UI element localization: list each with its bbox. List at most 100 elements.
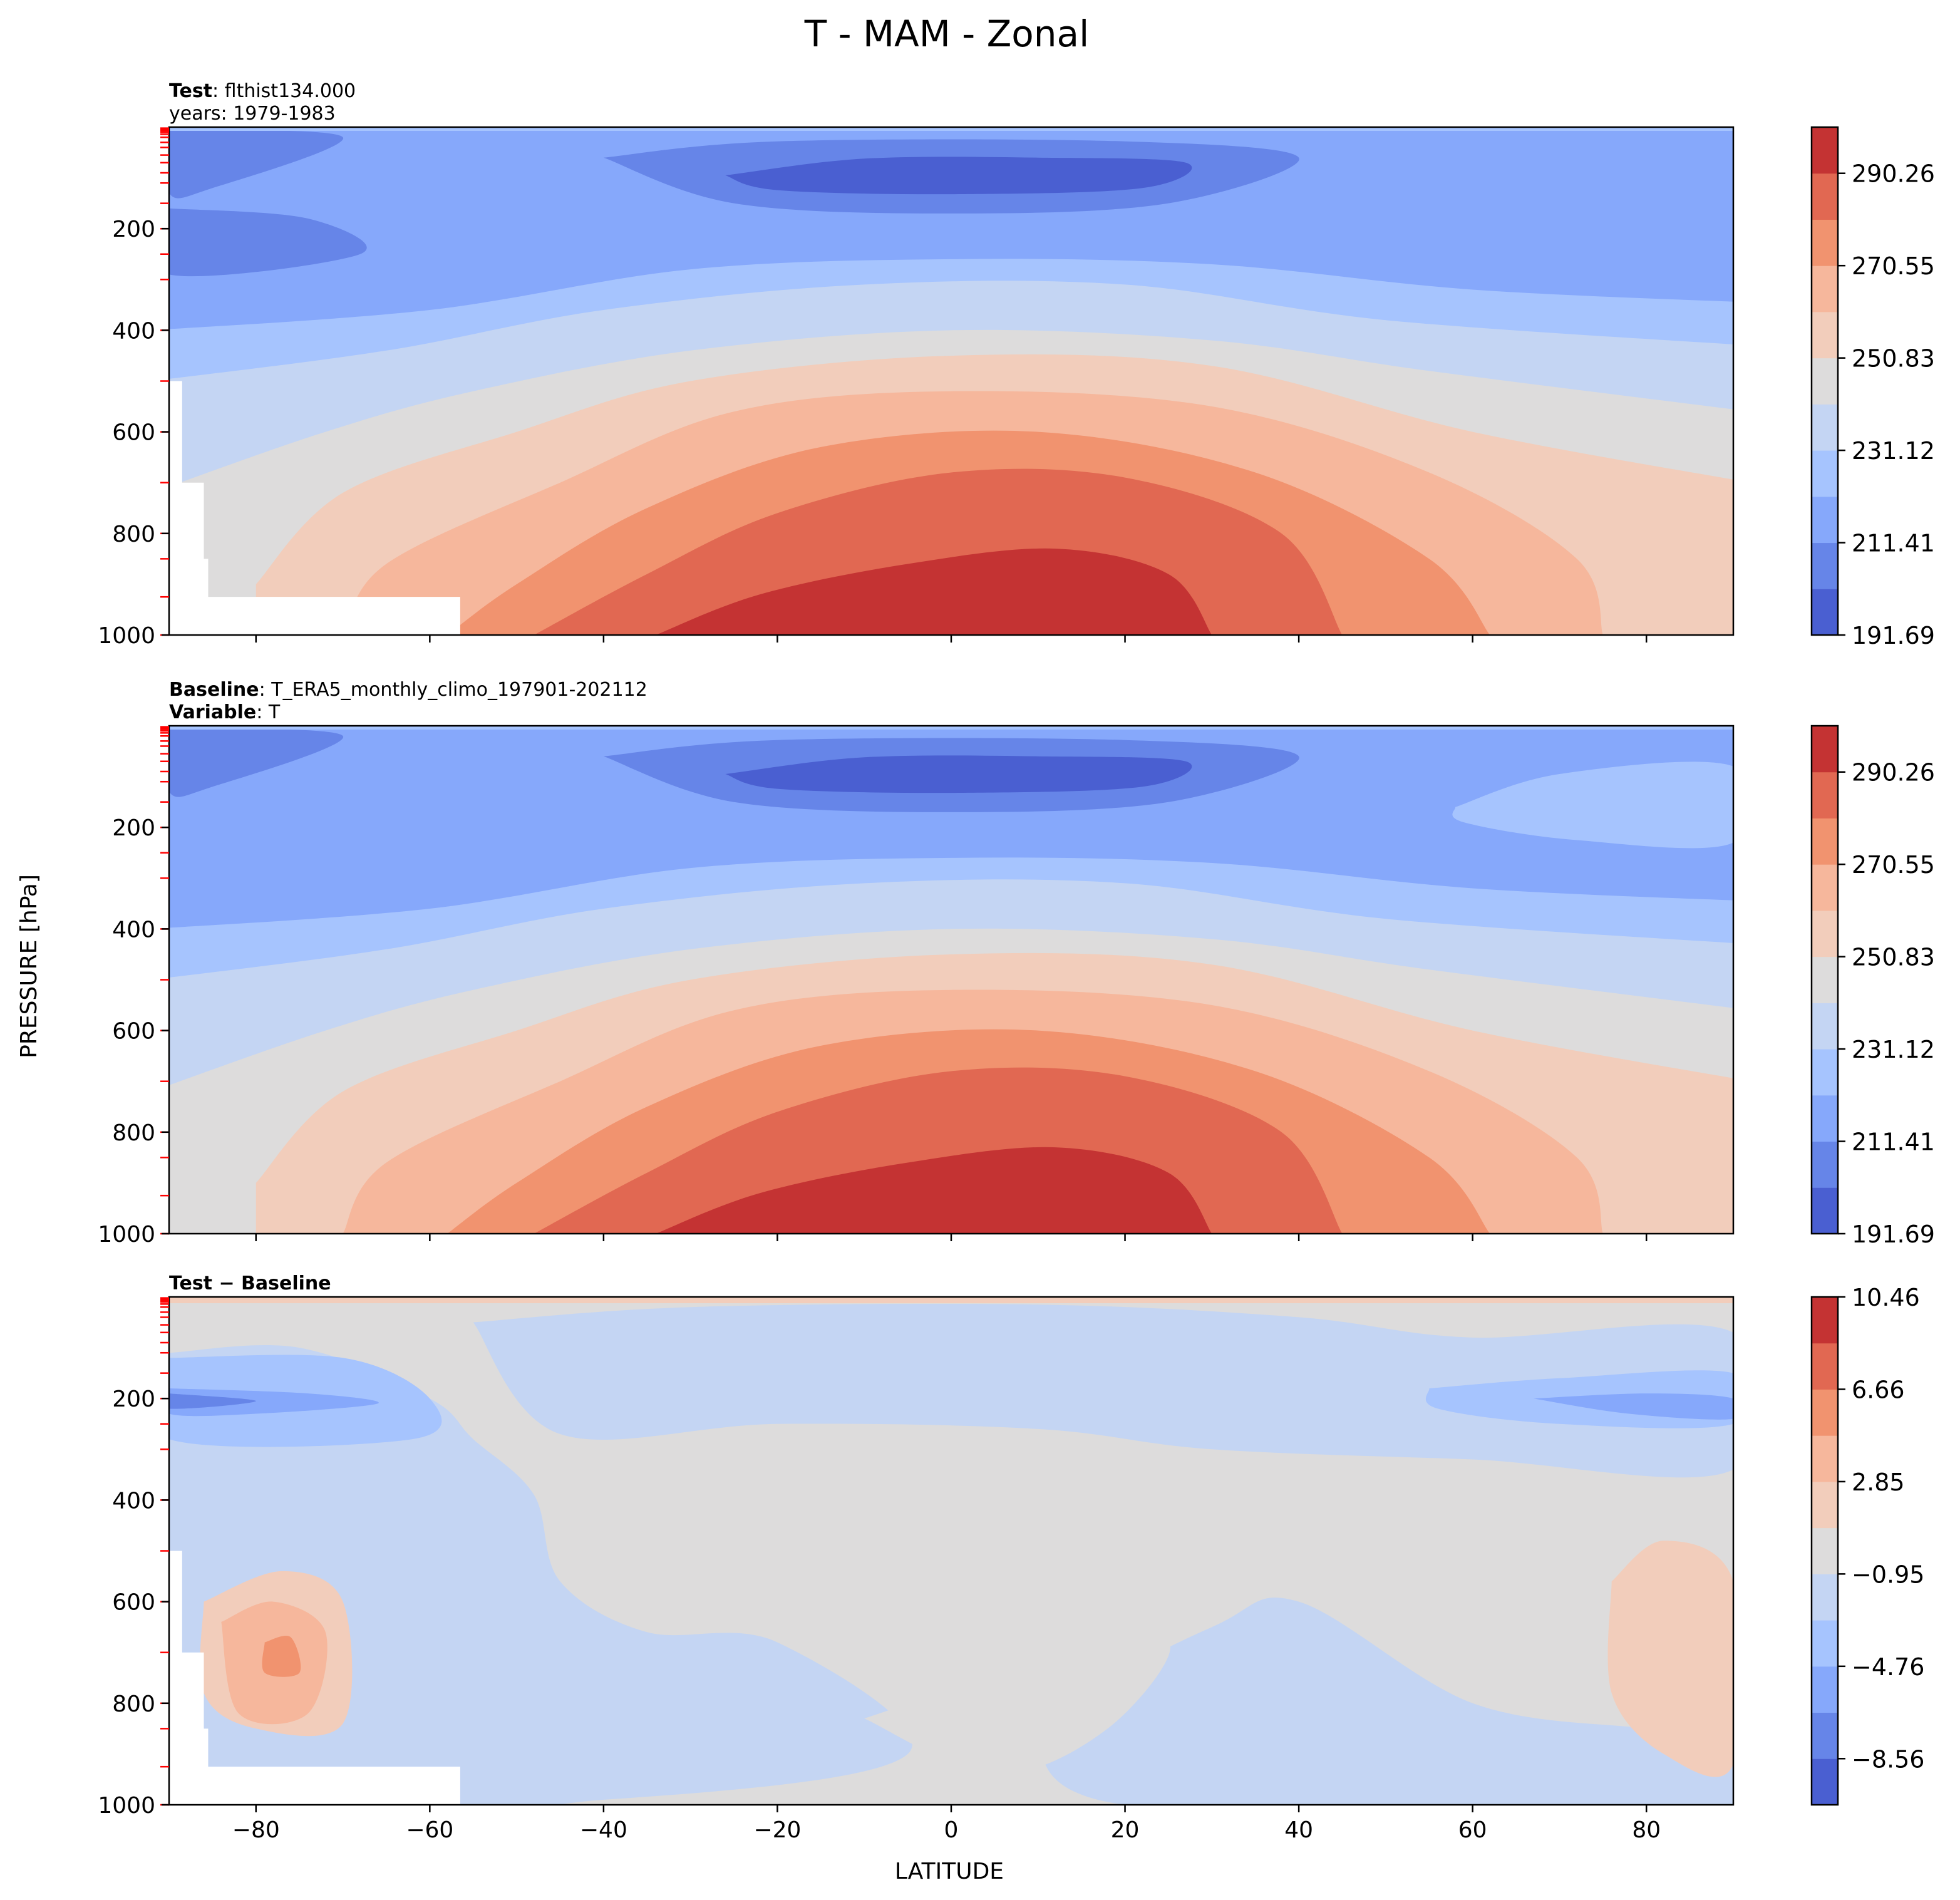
colorbar-segment (1812, 726, 1838, 773)
missing-data-region (169, 1551, 460, 1805)
colorbar-segment (1812, 1666, 1838, 1713)
panel-0: 1000 800 600 400 200 Test: flthist134.000year… (98, 80, 1935, 649)
colorbar-tick-label: 290.26 (1852, 759, 1935, 787)
y-tick-label: 800 (112, 522, 155, 547)
x-tick-label: −20 (753, 1817, 801, 1843)
y-tick-label: 600 (112, 1019, 155, 1045)
colorbar-tick-label: 290.26 (1852, 160, 1935, 188)
temperature-band-7 (656, 1147, 1212, 1234)
y-tick-label: 200 (112, 1386, 155, 1412)
y-tick-label: 1000 (98, 1793, 155, 1819)
colorbar-segment (1812, 1187, 1838, 1234)
colorbar-tick-label: −4.76 (1852, 1653, 1924, 1681)
colorbar-segment (1812, 1620, 1838, 1667)
colorbar-segment (1812, 1574, 1838, 1621)
colorbar-tick-label: 2.85 (1852, 1469, 1905, 1496)
colorbar-segment (1812, 1758, 1838, 1805)
y-tick-label: 800 (112, 1691, 155, 1717)
colorbar-segment (1812, 1003, 1838, 1050)
colorbar-1: 191.69 211.41 231.12 250.83 270.55 290.26 (1810, 725, 1935, 1248)
colorbar-tick-label: 10.46 (1852, 1284, 1920, 1311)
y-tick-label: 400 (112, 318, 155, 344)
colorbar-frame (1810, 725, 1839, 1235)
panel-2: 1000 800 600 400 200 −80 −60 −40 −20 0 20 40 60 80 Tes… (98, 1273, 1924, 1843)
panel-2-field (169, 1297, 1733, 1805)
warm-sh-700-core (262, 1635, 301, 1677)
colorbar-segment (1812, 1481, 1838, 1529)
x-tick-label: −40 (580, 1817, 627, 1843)
x-tick-label: 20 (1111, 1817, 1140, 1843)
colorbar-segment (1812, 956, 1838, 1003)
neutral-island (864, 1639, 1170, 1775)
x-tick-label: 0 (944, 1817, 959, 1843)
tropopause-cold-inner (725, 755, 1192, 793)
cool-sh-200-core (169, 1393, 256, 1409)
colorbar-tick-label: −0.95 (1852, 1561, 1924, 1588)
colorbar-segment (1812, 404, 1838, 451)
colorbar-frame (1810, 126, 1839, 636)
colorbar-segment (1812, 1141, 1838, 1188)
colorbar-segment (1812, 358, 1838, 405)
colorbar-segment (1812, 1095, 1838, 1142)
x-tick-label: −80 (232, 1817, 280, 1843)
colorbar-segment (1812, 1435, 1838, 1482)
colorbar-tick-label: 250.83 (1852, 345, 1935, 373)
panel-header-key: Test − Baseline (169, 1273, 331, 1294)
panel-header-line: Baseline: T_ERA5_monthly_climo_197901-20… (169, 679, 647, 701)
negative-region-sh (169, 1345, 912, 1805)
colorbar-tick-label: 6.66 (1852, 1376, 1905, 1403)
colorbar-segment (1812, 311, 1838, 359)
nh-warm-stratosphere (1452, 762, 1733, 849)
tropopause-cold-inner (725, 157, 1192, 195)
negative-region-nh-low (1038, 1598, 1733, 1805)
missing-data-region (169, 381, 460, 635)
y-tick-label: 200 (112, 815, 155, 841)
colorbar-segment (1812, 127, 1838, 174)
colorbar-0: 191.69 211.41 231.12 250.83 270.55 290.26 (1810, 126, 1935, 649)
panel-header-key: Baseline (169, 679, 259, 701)
y-tick-label: 200 (112, 217, 155, 242)
y-tick-label: 1000 (98, 623, 155, 649)
colorbar-frame (1810, 1296, 1839, 1806)
y-tick-label: 400 (112, 917, 155, 942)
panel-1-field (169, 726, 1733, 1234)
panel-header-value: years: 1979-1983 (169, 103, 336, 125)
colorbar-tick-label: 231.12 (1852, 1036, 1935, 1063)
panel-header-key: Test (169, 80, 212, 102)
model-top-band (169, 127, 1733, 131)
colorbar-segment (1812, 542, 1838, 589)
colorbar-segment (1812, 589, 1838, 636)
colorbar-segment (1812, 219, 1838, 266)
y-tick-label: 400 (112, 1488, 155, 1514)
colorbar-tick-label: −8.56 (1852, 1745, 1924, 1773)
cold-region-sh-mid (169, 208, 367, 277)
cool-sh-200-inner (169, 1388, 379, 1417)
warm-nh-700 (1607, 1541, 1733, 1777)
panel-header-value: : T (256, 701, 281, 723)
y-tick-label: 600 (112, 420, 155, 446)
colorbar-tick-label: 191.69 (1852, 1221, 1935, 1248)
panel-header-line: Variable: T (169, 701, 281, 723)
x-tick-label: −60 (406, 1817, 453, 1843)
x-tick-label: 40 (1284, 1817, 1313, 1843)
colorbar-segment (1812, 450, 1838, 497)
colorbar-tick-label: 211.41 (1852, 530, 1935, 557)
panel-header-line: years: 1979-1983 (169, 103, 336, 125)
negative-region-upper (473, 1303, 1733, 1478)
y-tick-label: 1000 (98, 1222, 155, 1247)
temperature-band-7 (656, 548, 1212, 635)
panel-header-line: Test − Baseline (169, 1273, 331, 1294)
panel-header-value: : flthist134.000 (212, 80, 356, 102)
colorbar-segment (1812, 1343, 1838, 1390)
x-tick-label: 60 (1458, 1817, 1487, 1843)
colorbar-segment (1812, 818, 1838, 865)
colorbar-segment (1812, 1712, 1838, 1759)
panel-header-key: Variable (169, 701, 256, 723)
colorbar-segment (1812, 1389, 1838, 1436)
panel-0-field (169, 127, 1733, 635)
colorbar-segment (1812, 266, 1838, 312)
colorbar-segment (1812, 772, 1838, 818)
cold-region-sh-top (169, 130, 343, 199)
